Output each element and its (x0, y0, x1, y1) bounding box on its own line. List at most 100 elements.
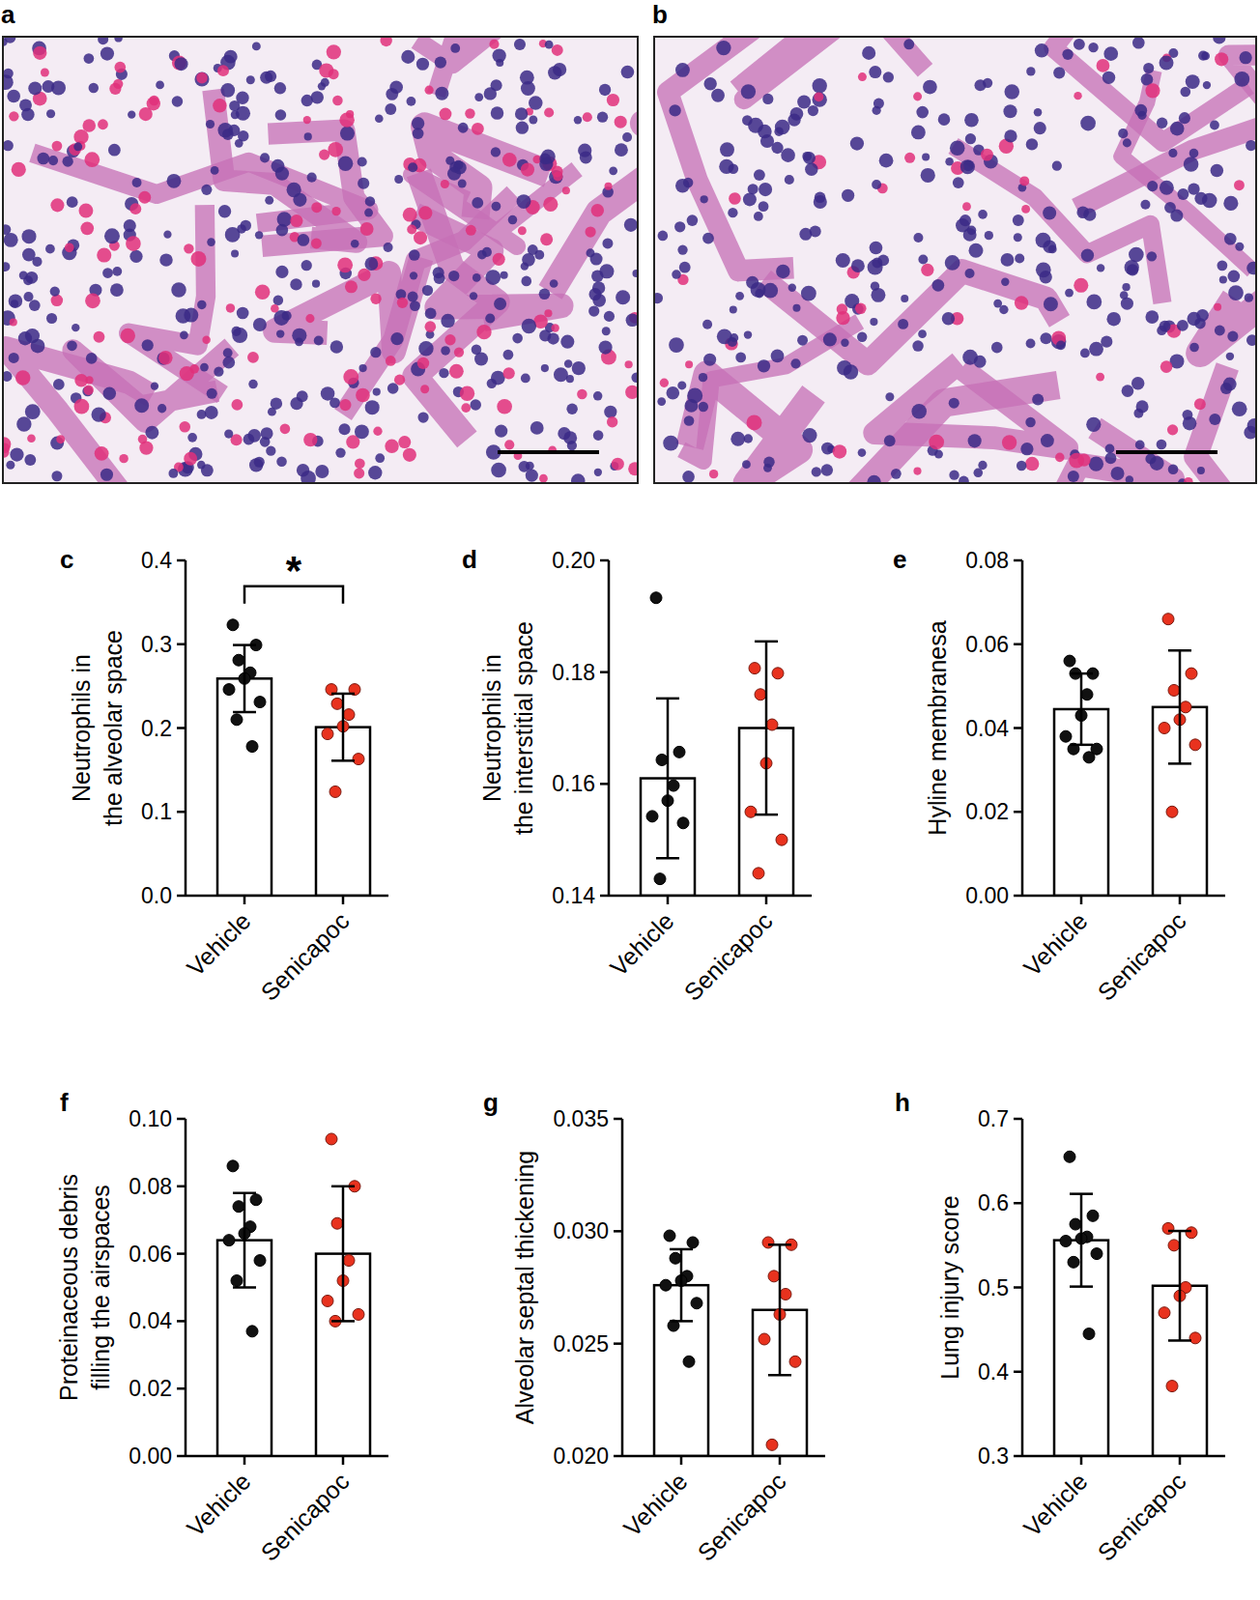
cell (303, 432, 317, 447)
cell (1096, 263, 1105, 272)
data-point (254, 696, 266, 709)
cell (836, 360, 853, 376)
cell (417, 411, 429, 423)
cell (379, 36, 392, 47)
cell (1042, 205, 1057, 220)
y-axis-label: filling the airspaces (86, 1184, 115, 1391)
x-tick-label: Vehicle (1018, 1467, 1093, 1543)
cell (593, 391, 603, 401)
y-tick-label: 0.08 (128, 1174, 172, 1200)
cell (654, 292, 663, 304)
cell (407, 162, 418, 172)
error-cap (331, 692, 355, 696)
data-point (246, 741, 258, 753)
image-background (2, 36, 638, 484)
cell (200, 363, 209, 373)
cell (684, 399, 698, 413)
cell (197, 460, 206, 470)
cell (520, 373, 531, 384)
y-tick (1013, 894, 1023, 898)
cell (674, 221, 686, 232)
y-tick-label: 0.02 (965, 799, 1009, 825)
cell (259, 152, 270, 163)
cell (727, 207, 738, 218)
cell (374, 453, 385, 463)
cell (873, 98, 885, 110)
cell (1233, 179, 1245, 191)
cell (187, 432, 198, 443)
cell (1226, 352, 1234, 361)
error-line (1178, 650, 1182, 764)
cell (93, 331, 106, 344)
cell (1128, 247, 1145, 263)
cell (840, 339, 849, 347)
y-tick-label: 0.06 (128, 1241, 172, 1267)
cell (702, 319, 713, 330)
cell (104, 228, 120, 244)
error-line (1080, 1194, 1084, 1288)
error-bar (1168, 1231, 1192, 1341)
cell (671, 269, 682, 280)
y-tick-label: 0.02 (128, 1375, 172, 1402)
cell (576, 389, 588, 401)
cell (729, 305, 738, 314)
cell (662, 435, 679, 452)
data-point (1162, 1222, 1175, 1234)
cell (274, 82, 287, 94)
data-point (1189, 739, 1202, 751)
cell (1179, 86, 1191, 98)
cell (807, 105, 819, 116)
cell (858, 72, 867, 82)
cell (206, 237, 216, 247)
panel-label: e (892, 544, 907, 574)
error-cap (1168, 1339, 1192, 1343)
cell (591, 269, 604, 283)
cell (1056, 341, 1066, 351)
cell (447, 167, 461, 181)
panel-label: a (0, 0, 16, 29)
cell (289, 278, 302, 290)
cell (305, 314, 315, 323)
y-tick-label: 0.18 (551, 659, 596, 686)
cell (520, 162, 535, 176)
cell (877, 255, 889, 267)
data-point (669, 1252, 682, 1264)
cell (514, 38, 526, 51)
y-tick (176, 643, 186, 647)
cell (1168, 148, 1177, 158)
cell (491, 201, 502, 212)
cell (1111, 466, 1125, 481)
cell (780, 147, 796, 163)
data-point (766, 1438, 778, 1451)
error-line (680, 1249, 684, 1321)
septum (5, 347, 152, 484)
error-cap (1168, 762, 1192, 766)
panel-label: f (59, 1088, 69, 1117)
cell (337, 257, 353, 273)
cell (945, 255, 961, 271)
septum (874, 362, 1067, 449)
y-tick (600, 559, 609, 563)
cell (1002, 104, 1017, 118)
cell (850, 136, 864, 150)
x-tick-label: Senicapoc (691, 1467, 791, 1567)
error-line (342, 1186, 345, 1322)
cell (311, 201, 322, 213)
cell (2, 261, 10, 272)
cell (365, 196, 375, 206)
cell (735, 291, 745, 301)
cell (1105, 443, 1116, 454)
cell (745, 276, 759, 289)
cell (973, 79, 986, 91)
cell (134, 398, 149, 413)
cell (114, 61, 126, 74)
cell (1143, 62, 1154, 74)
cell (155, 81, 165, 90)
data-point (1158, 722, 1171, 735)
data-point (779, 1288, 792, 1300)
data-point (223, 684, 235, 696)
cell (174, 57, 189, 71)
cell (1156, 325, 1167, 336)
cell (603, 405, 617, 419)
cell (304, 132, 313, 141)
